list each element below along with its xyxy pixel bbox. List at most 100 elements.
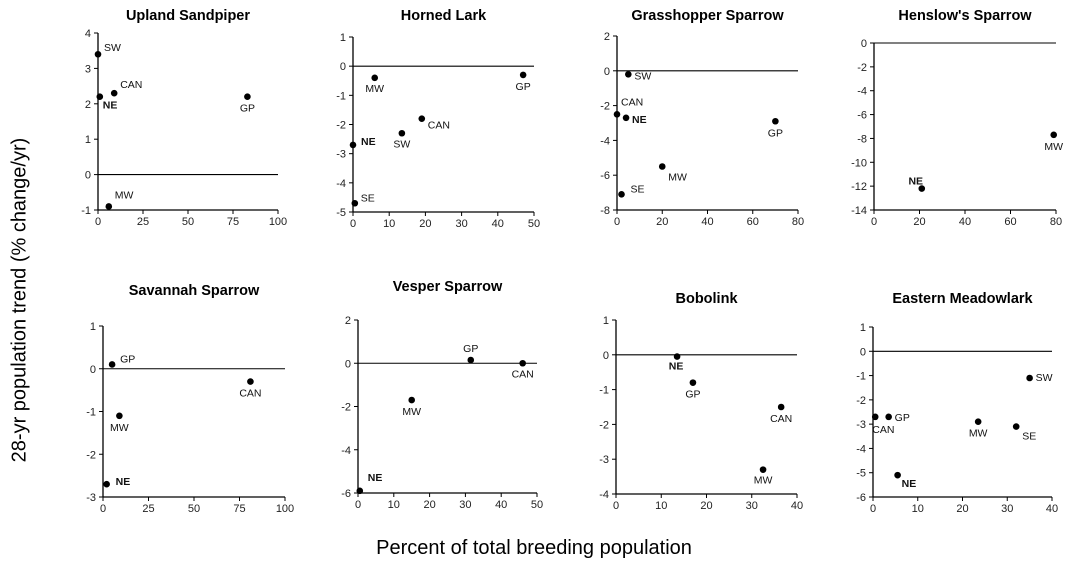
point-label-se: SE [361, 192, 375, 204]
data-point-gp [689, 379, 697, 386]
data-point-can [871, 413, 879, 421]
x-tick-label: 10 [655, 500, 667, 512]
point-label-can: CAN [120, 79, 142, 91]
y-tick-label: -4 [336, 178, 346, 190]
data-point-se [618, 191, 625, 198]
y-tick-label: -3 [336, 149, 346, 161]
y-tick-label: -4 [599, 489, 609, 501]
y-tick-label: -3 [86, 492, 96, 504]
x-tick-label: 30 [746, 500, 758, 512]
x-tick-label: 0 [350, 218, 356, 230]
y-tick-label: 1 [603, 315, 609, 327]
x-axis-label: Percent of total breeding population [376, 537, 692, 559]
x-tick-label: 100 [269, 216, 287, 228]
x-tick-label: 0 [100, 503, 106, 515]
data-point-ne [356, 487, 364, 495]
point-label-ne: NE [902, 478, 917, 490]
point-label-sw: SW [634, 70, 651, 82]
point-label-can: CAN [872, 424, 894, 436]
y-tick-label: 0 [860, 346, 866, 358]
chart-title: Horned Lark [401, 8, 487, 24]
point-label-se: SE [1022, 431, 1036, 443]
y-tick-label: 1 [860, 322, 866, 334]
data-point-ne [103, 480, 110, 488]
point-label-mw: MW [668, 172, 687, 184]
y-tick-label: 2 [604, 31, 610, 43]
x-tick-label: 75 [227, 216, 239, 228]
x-tick-label: 80 [792, 216, 804, 228]
point-label-sw: SW [104, 42, 121, 54]
point-label-can: CAN [428, 120, 450, 132]
y-tick-label: -10 [851, 157, 867, 169]
point-label-gp: GP [240, 103, 255, 115]
point-label-gp: GP [516, 81, 531, 93]
y-tick-label: -4 [600, 135, 610, 147]
data-point-mw [105, 203, 113, 210]
point-label-se: SE [631, 183, 645, 195]
x-tick-label: 20 [913, 216, 925, 228]
x-tick-label: 50 [528, 218, 540, 230]
point-label-can: CAN [512, 368, 534, 380]
chart-title: Eastern Meadowlark [892, 291, 1033, 307]
y-tick-label: -1 [599, 385, 609, 397]
y-tick-label: 1 [340, 32, 346, 44]
point-label-ne: NE [116, 476, 131, 488]
y-tick-label: -12 [851, 181, 867, 193]
chart-title: Upland Sandpiper [126, 8, 250, 24]
point-label-ne: NE [368, 472, 383, 484]
y-tick-label: -2 [599, 419, 609, 431]
x-tick-label: 0 [871, 216, 877, 228]
y-tick-label: -2 [857, 62, 867, 74]
x-tick-label: 50 [182, 216, 194, 228]
point-label-sw: SW [393, 138, 410, 150]
y-tick-label: 4 [85, 28, 91, 40]
data-point-se [1012, 423, 1020, 430]
y-tick-label: 2 [85, 99, 91, 111]
x-tick-label: 25 [137, 216, 149, 228]
y-tick-label: -2 [856, 395, 866, 407]
x-tick-label: 25 [142, 503, 154, 515]
point-label-mw: MW [754, 475, 773, 487]
x-tick-label: 10 [383, 218, 395, 230]
data-point-ne [918, 185, 926, 192]
point-label-gp: GP [463, 343, 478, 355]
y-tick-label: -1 [856, 371, 866, 383]
x-tick-label: 20 [423, 499, 435, 511]
data-point-can [110, 89, 118, 97]
x-tick-label: 30 [1001, 503, 1013, 515]
x-tick-label: 100 [276, 503, 294, 515]
x-tick-label: 0 [355, 499, 361, 511]
data-point-mw [116, 412, 123, 420]
y-tick-label: -4 [341, 445, 351, 457]
point-label-gp: GP [768, 127, 783, 139]
y-tick-label: -1 [81, 205, 91, 217]
data-point-mw [408, 396, 416, 404]
chart-panel-0: Upland Sandpiper 4 3 2 1 0 -1 0 25 50 75 100 SW NECAN… [81, 8, 287, 228]
y-tick-label: 0 [861, 38, 867, 50]
chart-title: Grasshopper Sparrow [631, 8, 784, 24]
y-tick-label: 1 [85, 134, 91, 146]
point-label-gp: GP [120, 353, 135, 365]
point-label-mw: MW [110, 422, 129, 434]
data-point-ne [673, 353, 681, 360]
data-point-gp [885, 413, 892, 421]
y-tick-label: -3 [856, 419, 866, 431]
data-point-ne [622, 114, 630, 122]
x-tick-label: 60 [1004, 216, 1016, 228]
x-tick-label: 80 [1050, 216, 1062, 228]
data-point-can [777, 403, 785, 411]
data-point-mw [371, 74, 379, 82]
data-point-can [418, 115, 426, 122]
point-label-gp: GP [895, 412, 910, 424]
x-tick-label: 0 [870, 503, 876, 515]
y-tick-label: 3 [85, 63, 91, 75]
point-label-ne: NE [669, 361, 684, 373]
point-label-can: CAN [770, 413, 792, 425]
y-tick-label: 0 [345, 358, 351, 370]
y-tick-label: 1 [90, 321, 96, 333]
